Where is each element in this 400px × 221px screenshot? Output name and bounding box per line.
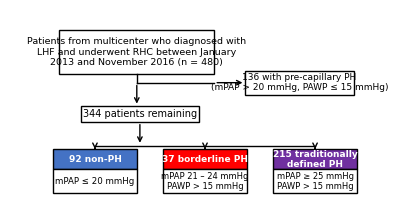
Text: mPAP ≥ 25 mmHg
PAWP > 15 mmHg: mPAP ≥ 25 mmHg PAWP > 15 mmHg — [276, 172, 354, 191]
Text: 215 traditionally
defined PH: 215 traditionally defined PH — [273, 150, 358, 169]
Text: mPAP 21 – 24 mmHg
PAWP > 15 mmHg: mPAP 21 – 24 mmHg PAWP > 15 mmHg — [161, 172, 249, 191]
Bar — [245, 71, 354, 95]
Text: 344 patients remaining: 344 patients remaining — [83, 109, 197, 119]
Text: 92 non-PH: 92 non-PH — [68, 155, 121, 164]
Text: Patients from multicenter who diagnosed with
LHF and underwent RHC between Janua: Patients from multicenter who diagnosed … — [27, 37, 246, 67]
Text: mPAP ≤ 20 mmHg: mPAP ≤ 20 mmHg — [55, 177, 134, 186]
Text: 37 borderline PH: 37 borderline PH — [162, 155, 248, 164]
Text: 136 with pre-capillary PH
(mPAP > 20 mmHg, PAWP ≤ 15 mmHg): 136 with pre-capillary PH (mPAP > 20 mmH… — [211, 73, 388, 92]
Bar — [273, 149, 357, 169]
Bar — [53, 149, 137, 169]
Bar — [163, 169, 247, 193]
Bar — [59, 30, 214, 74]
Bar — [53, 169, 137, 193]
Bar — [273, 169, 357, 193]
Bar — [163, 149, 247, 169]
Bar — [81, 107, 199, 122]
